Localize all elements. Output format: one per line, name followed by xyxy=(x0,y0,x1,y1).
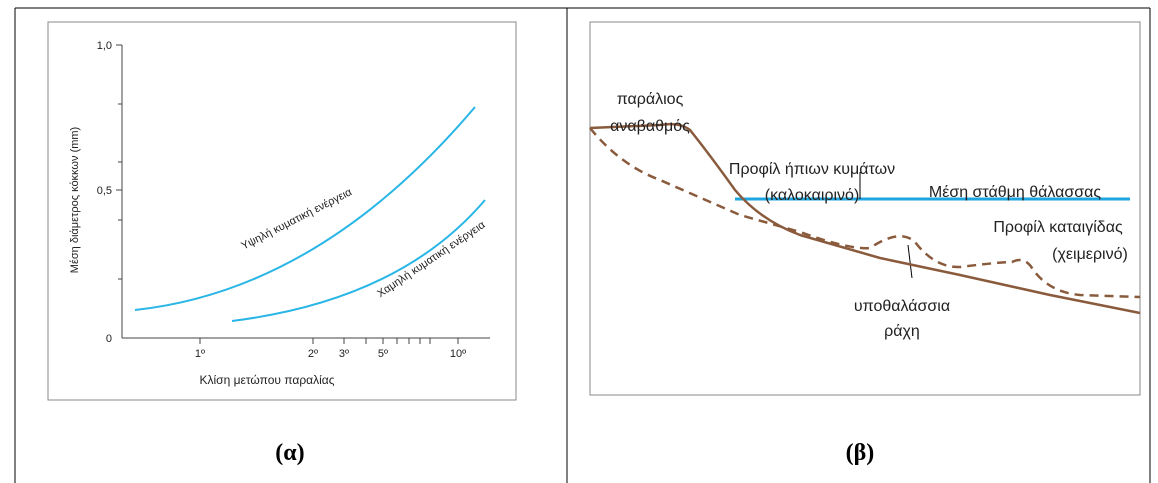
caption: (β) xyxy=(846,440,875,466)
x-axis-title: Κλίση μετώπου παραλίας xyxy=(200,373,335,387)
y-tick-label: 1,0 xyxy=(97,40,112,52)
label: παράλιος xyxy=(617,91,684,108)
label: υποθαλάσσια xyxy=(854,298,950,315)
label: (καλοκαιρινό) xyxy=(765,187,860,204)
label: ράχη xyxy=(884,323,920,340)
label: Μέση στάθμη θάλασσας xyxy=(929,184,1102,201)
x-tick-label: 2º xyxy=(308,348,318,360)
label: (χειμερινό) xyxy=(1052,246,1128,263)
x-tick-label: 5º xyxy=(378,348,388,360)
y-tick-label: 0 xyxy=(106,333,112,345)
x-tick-label: 1º xyxy=(195,348,205,360)
y-tick-label: 0,5 xyxy=(97,185,112,197)
x-tick-label: 10º xyxy=(450,348,466,360)
label: Προφίλ καταιγίδας xyxy=(993,219,1123,236)
caption: (α) xyxy=(275,440,304,466)
panel-b-frame xyxy=(590,22,1140,395)
label: αναβαθμός xyxy=(610,118,690,135)
panel-a-frame xyxy=(48,22,516,400)
y-axis-title: Μέση διάμετρος κόκκων (mm) xyxy=(69,127,81,273)
label: Προφίλ ήπιων κυμάτων xyxy=(729,161,895,178)
page: 1,0 0,5 0 1º 2º 3º 5º 10º Κλίση μετώπου … xyxy=(0,0,1158,483)
x-tick-label: 3º xyxy=(339,348,349,360)
